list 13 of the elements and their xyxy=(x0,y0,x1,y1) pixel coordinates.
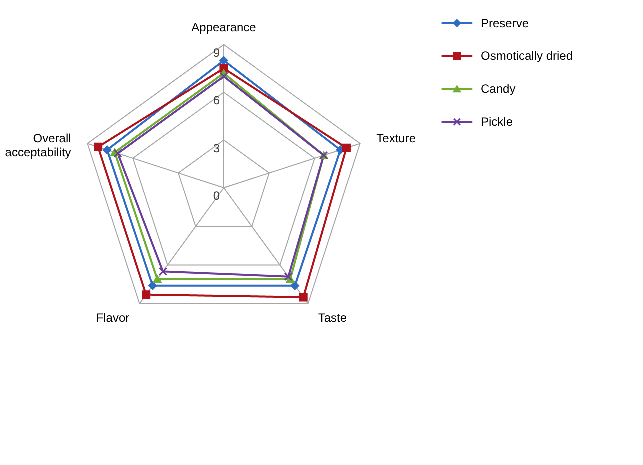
y-tick-label: 9 xyxy=(213,46,220,60)
y-tick-label: 0 xyxy=(213,189,220,203)
spoke-label: Texture xyxy=(376,131,416,146)
spoke-label: Appearance xyxy=(192,20,257,35)
legend-label: Pickle xyxy=(481,115,514,130)
legend-label: Candy xyxy=(481,82,516,96)
legend-label: Preserve xyxy=(481,16,530,30)
spoke-label: Overall acceptability xyxy=(5,131,72,160)
y-tick-label: 3 xyxy=(213,141,220,156)
y-tick-label: 6 xyxy=(213,94,220,108)
legend-label: Osmotically dried xyxy=(481,49,574,64)
spoke-label: Taste xyxy=(318,310,348,325)
spoke-label: Flavor xyxy=(96,310,130,325)
